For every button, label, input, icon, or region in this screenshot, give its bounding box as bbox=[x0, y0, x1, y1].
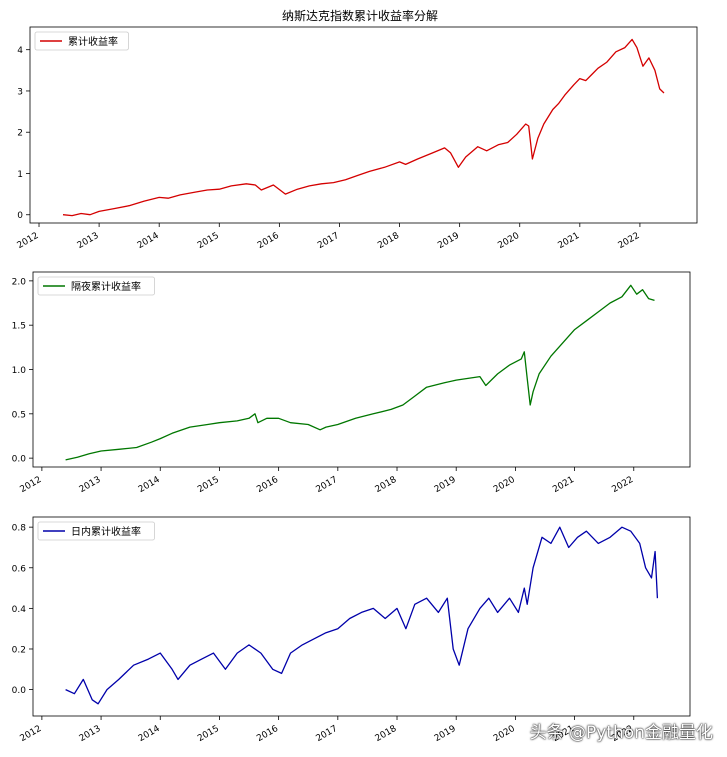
x-tick-label: 2016 bbox=[255, 724, 280, 744]
x-tick-label: 2019 bbox=[433, 724, 458, 744]
series-line-2 bbox=[65, 284, 655, 461]
y-tick-label: 2.0 bbox=[12, 277, 27, 287]
y-tick-label: 0.0 bbox=[12, 686, 27, 696]
x-tick-label: 2021 bbox=[556, 231, 581, 251]
x-tick-label: 2018 bbox=[376, 231, 401, 251]
x-tick-label: 2012 bbox=[19, 724, 44, 744]
x-tick-label: 2013 bbox=[78, 724, 103, 744]
x-tick-label: 2017 bbox=[314, 475, 339, 495]
chart-panel-3: 0.0 0.2 0.4 0.6 0.8 2012 2013 2014 2015 2016 2017 2… bbox=[12, 516, 691, 744]
y-tick-label: 1.5 bbox=[12, 322, 26, 332]
x-tick-label: 2018 bbox=[374, 475, 399, 495]
y-tick-label: 4 bbox=[17, 46, 23, 56]
x-tick-label: 2017 bbox=[316, 231, 341, 251]
legend-box bbox=[34, 31, 129, 51]
x-tick-label: 2016 bbox=[256, 231, 281, 251]
y-tick-label: 0.2 bbox=[12, 645, 26, 655]
x-tick-label: 2019 bbox=[436, 231, 461, 251]
x-tick-label: 2019 bbox=[433, 475, 458, 495]
chart-panel-1: 0 1 2 3 4 2012 2013 2014 2015 2016 2017 2018 2019 202… bbox=[16, 26, 698, 251]
series-line-3 bbox=[65, 526, 659, 705]
x-tick-label: 2014 bbox=[136, 231, 161, 251]
x-tick-label: 2015 bbox=[196, 231, 221, 251]
x-tick-label: 2012 bbox=[19, 475, 44, 495]
y-tick-label: 0.0 bbox=[12, 455, 27, 465]
y-tick-label: 0.4 bbox=[12, 605, 27, 615]
x-tick-label: 2014 bbox=[137, 475, 162, 495]
legend-box bbox=[37, 521, 155, 541]
x-tick-label: 2022 bbox=[617, 231, 642, 251]
x-tick-label: 2016 bbox=[255, 475, 280, 495]
x-tick-label: 2015 bbox=[196, 475, 221, 495]
x-tick-label: 2020 bbox=[496, 231, 521, 251]
x-tick-label: 2013 bbox=[76, 231, 101, 251]
y-tick-label: 1 bbox=[17, 170, 23, 180]
chart-panel-2: 0.0 0.5 1.0 1.5 2.0 2012 2013 2014 2015 2016 2017 2… bbox=[12, 271, 691, 495]
y-tick-label: 0 bbox=[17, 211, 23, 221]
series-line-1 bbox=[62, 38, 665, 217]
x-tick-label: 2014 bbox=[137, 724, 162, 744]
y-tick-label: 0.5 bbox=[12, 410, 26, 420]
watermark: 头条 @Python金融量化 bbox=[529, 723, 713, 743]
x-tick-label: 2022 bbox=[610, 475, 635, 495]
x-tick-label: 2020 bbox=[492, 475, 517, 495]
x-tick-label: 2018 bbox=[374, 724, 399, 744]
x-tick-label: 2013 bbox=[78, 475, 103, 495]
axes-frame bbox=[32, 516, 691, 717]
x-tick-label: 2017 bbox=[314, 724, 339, 744]
axes-frame bbox=[32, 271, 691, 468]
axes-frame bbox=[29, 26, 698, 224]
legend-label: 累计收益率 bbox=[68, 35, 118, 48]
y-tick-label: 0.8 bbox=[12, 524, 27, 534]
x-tick-label: 2020 bbox=[492, 724, 517, 744]
y-tick-label: 1.0 bbox=[12, 366, 27, 376]
y-tick-label: 2 bbox=[17, 129, 23, 139]
x-tick-label: 2012 bbox=[16, 231, 41, 251]
x-tick-label: 2015 bbox=[196, 724, 221, 744]
legend-label: 隔夜累计收益率 bbox=[71, 280, 141, 293]
chart-title: 纳斯达克指数累计收益率分解 bbox=[282, 8, 438, 23]
legend-label: 日内累计收益率 bbox=[71, 525, 141, 538]
x-tick-label: 2021 bbox=[551, 475, 576, 495]
y-tick-label: 3 bbox=[17, 87, 23, 97]
y-tick-label: 0.6 bbox=[12, 564, 27, 574]
legend-box bbox=[37, 276, 155, 296]
